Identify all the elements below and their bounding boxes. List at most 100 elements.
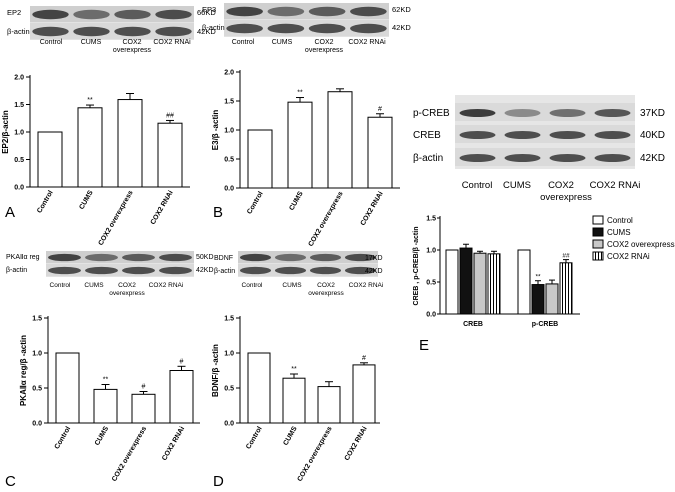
panel-e-y-tick-label: 0.0: [426, 312, 436, 319]
panel-c-significance-mark: #: [180, 358, 184, 365]
panel-a-y-tick-label: 1.5: [14, 102, 24, 109]
panel-e-bar: [517, 249, 531, 315]
panel-e-blot-band: [459, 131, 496, 139]
panel-a-blot-weight-label: 66KD: [197, 8, 216, 17]
panel-b-blot-lane-label: overexpress: [305, 47, 344, 54]
panel-a-y-tick-label: 1.0: [14, 130, 24, 137]
panel-c-y-axis-label: PKAⅡα reg/β -actin: [19, 335, 28, 406]
panel-d-blot-lane-label: overexpress: [308, 290, 344, 297]
panel-b-category-label: COX2 overexpress: [308, 190, 345, 248]
panel-e-blot-weight-label: 40KD: [640, 130, 665, 141]
panel-e-blot-lane-label: Control: [462, 180, 493, 191]
panel-c-blot-band-label: PKAⅡα reg: [6, 254, 40, 261]
panel-a-significance-mark: ##: [166, 112, 174, 119]
panel-d-blot-lane-label: COX2: [317, 282, 335, 289]
panel-a-blot-lane-label: CUMS: [81, 39, 102, 46]
panel-a-y-axis-label: EP2/β-actin: [1, 110, 10, 154]
panel-b-significance-mark: **: [297, 90, 303, 97]
panel-e-blot-lane-label: CUMS: [503, 180, 531, 191]
panel-b-blot-lane-label: COX2: [314, 39, 333, 46]
panel-b-blot-weight-label: 42KD: [392, 23, 411, 32]
panel-b-blot-band: [350, 23, 387, 34]
panel-c-blot-lane-label: overexpress: [109, 290, 145, 297]
panel-c-blot-lane-label: COX2 RNAi: [149, 282, 184, 289]
panel-e-blot-band: [549, 154, 586, 162]
panel-a-y-tick-label: 2.0: [14, 75, 24, 82]
panel-a-bar: [157, 122, 183, 188]
panel-b-blot-band: [308, 6, 346, 17]
panel-a-blot-weight-label: 42KD: [197, 27, 216, 36]
panel-d-y-tick-label: 1.5: [224, 316, 234, 323]
panel-c-blot-band: [85, 266, 118, 275]
panel-a-blot-band: [155, 9, 192, 20]
panel-c-blot-band: [48, 253, 81, 262]
panel-e-blot-band: [594, 109, 631, 117]
panel-c-blot-weight-label: 50KD: [196, 254, 214, 261]
panel-d-blot-band: [239, 266, 272, 275]
panel-e-legend-label: CUMS: [607, 228, 631, 237]
panel-d-y-tick-label: 0.5: [224, 386, 234, 393]
panel-e-y-tick-label: 0.5: [426, 280, 436, 287]
panel-a-category-label: CUMS: [78, 189, 95, 211]
panel-b-label: B: [213, 204, 223, 221]
panel-e-blot-band: [504, 131, 541, 139]
panel-d-bar: [247, 352, 271, 424]
panel-e-blot-lane-label: COX2 RNAi: [590, 180, 641, 191]
panel-a-blot-lane-label: Control: [40, 39, 63, 46]
panel-c-blot-band: [122, 253, 155, 262]
panel-d-blot-band: [309, 266, 342, 275]
panel-a-blot-band: [155, 26, 192, 37]
panel-a-blot-band: [114, 9, 151, 20]
panel-b-blot-row: [224, 20, 389, 36]
panel-e-legend-swatch: [592, 215, 604, 225]
panel-a-bar: [117, 99, 143, 188]
panel-d-bar: [352, 364, 376, 424]
panel-c-y-tick-label: 1.5: [32, 316, 42, 323]
panel-e-legend-label: COX2 RNAi: [607, 252, 650, 261]
panel-b-bar: [247, 129, 273, 189]
panel-b-blot-band-label: EP3: [202, 5, 216, 14]
panel-c-y-tick-label: 0.0: [32, 421, 42, 428]
panel-b-blot-band: [226, 6, 263, 17]
panel-e-bar: [473, 252, 487, 315]
panel-a-blot-lane-label: COX2 RNAi: [153, 39, 191, 46]
panel-c-category-label: CUMS: [94, 425, 111, 447]
panel-b-category-label: Control: [246, 190, 265, 215]
panel-b-blot-row: [224, 3, 389, 19]
panel-b-blot-band: [350, 6, 387, 17]
panel-e-legend-label: Control: [607, 216, 633, 225]
panel-b-blot-lane-label: COX2 RNAi: [348, 39, 386, 46]
panel-b-y-tick-label: 2.0: [224, 70, 234, 77]
panel-c-blot-band: [85, 253, 118, 262]
panel-b-blot-band: [226, 23, 263, 34]
panel-a-bar: [37, 131, 63, 188]
panel-e-bar: [531, 284, 545, 315]
panel-a-blot-row: [30, 6, 194, 22]
panel-e-category-label: CREB: [463, 321, 483, 328]
panel-a-blot-band: [73, 9, 110, 20]
panel-d-blot-band: [239, 253, 272, 262]
panel-b-bar: [367, 116, 393, 189]
panel-d-bar: [282, 377, 306, 424]
panel-e-bar: [545, 283, 559, 315]
panel-a-category-label: COX2 RNAi: [150, 189, 175, 226]
panel-b-blot-band-label: β-actin: [202, 23, 225, 32]
panel-c-y-tick-label: 0.5: [32, 386, 42, 393]
panel-e-y-tick-label: 1.0: [426, 248, 436, 255]
panel-e-blot-row: [455, 103, 635, 121]
panel-d-blot-band: [344, 266, 377, 275]
panel-d-y-tick-label: 0.0: [224, 421, 234, 428]
panel-a-blot-band: [32, 9, 69, 20]
panel-c-category-label: COX2 RNAi: [161, 425, 186, 462]
panel-c-blot-band: [159, 253, 192, 262]
panel-a-blot-band-label: β-actin: [7, 27, 30, 36]
panel-c-blot-row: [46, 264, 194, 276]
panel-e-blot-band: [504, 154, 541, 162]
panel-d-blot-row: [238, 264, 378, 276]
panel-d-blot-weight-label: 42KD: [365, 268, 383, 275]
panel-e-blot-row: [455, 125, 635, 143]
panel-b-blot-band: [308, 23, 346, 34]
panel-a-category-label: Control: [36, 189, 55, 214]
panel-c-blot-lane-label: Control: [50, 282, 72, 289]
panel-e-category-label: p-CREB: [532, 321, 558, 328]
